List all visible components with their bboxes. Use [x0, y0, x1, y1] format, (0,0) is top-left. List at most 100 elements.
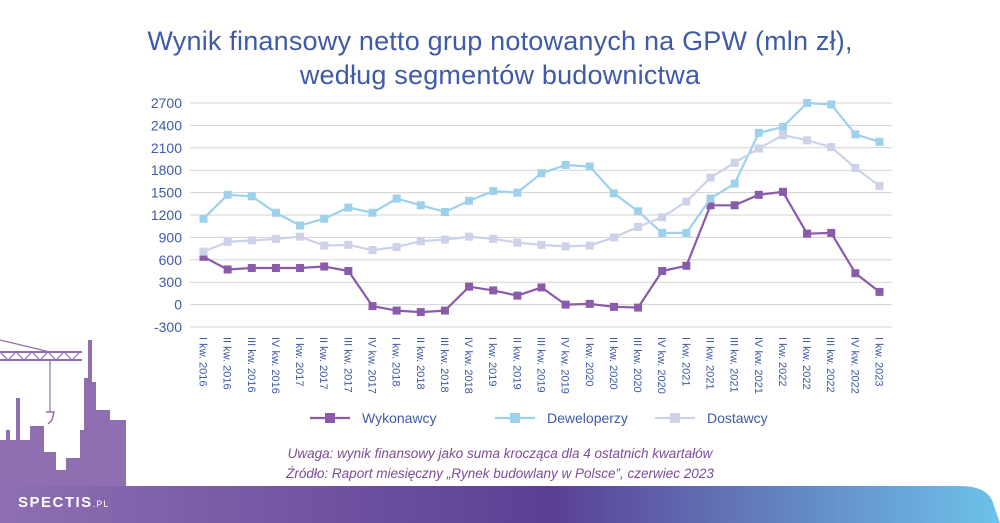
data-point: [561, 300, 570, 309]
data-point: [440, 208, 449, 217]
data-point: [416, 201, 425, 210]
data-point: [851, 130, 860, 139]
x-tick-label: II kw. 2022: [800, 337, 812, 390]
legend-marker: [510, 413, 520, 423]
data-point: [489, 234, 498, 243]
x-tick-label: I kw. 2019: [486, 337, 498, 387]
data-point: [803, 229, 812, 238]
data-point: [320, 214, 329, 223]
data-point: [875, 287, 884, 296]
data-point: [416, 308, 425, 317]
data-point: [609, 233, 618, 242]
data-point: [199, 252, 208, 261]
skyline-icon: [0, 340, 150, 523]
x-tick-label: II kw. 2016: [221, 337, 233, 390]
x-tick-label: I kw. 2020: [583, 337, 595, 387]
data-point: [778, 131, 787, 140]
data-point: [296, 232, 305, 241]
data-point: [851, 269, 860, 278]
y-tick-label: 0: [174, 297, 182, 313]
series-deweloperzy: [199, 99, 884, 237]
data-point: [320, 262, 329, 271]
data-point: [223, 237, 232, 246]
chart-note: Uwaga: wynik finansowy jako suma krocząc…: [287, 446, 713, 461]
crane-icon: [0, 339, 82, 425]
data-point: [368, 208, 377, 217]
brand-name: SPECTIS: [18, 494, 93, 511]
x-tick-label: II kw. 2017: [317, 337, 329, 390]
data-point: [223, 265, 232, 274]
data-point: [271, 234, 280, 243]
x-tick-label: IV kw. 2017: [366, 337, 378, 394]
x-tick-label: IV kw. 2022: [848, 337, 860, 394]
legend-label: Dostawcy: [707, 410, 768, 426]
data-point: [320, 241, 329, 250]
data-point: [609, 302, 618, 311]
x-tick-label: III kw. 2020: [631, 337, 643, 393]
data-point: [247, 264, 256, 273]
skyline-illustration: [0, 339, 150, 523]
legend-label: Wykonawcy: [362, 410, 437, 426]
data-point: [223, 190, 232, 199]
data-point: [440, 306, 449, 315]
y-axis-ticks: -300 0 300 600 900 1200 1500 1800 2100 2400 2700: [151, 95, 182, 335]
legend-label: Deweloperzy: [547, 410, 628, 426]
x-tick-label: IV kw. 2020: [655, 337, 667, 394]
data-point: [392, 194, 401, 203]
data-point: [489, 187, 498, 196]
data-point: [513, 291, 522, 300]
data-point: [561, 242, 570, 251]
data-point: [682, 261, 691, 270]
y-tick-label: 1800: [151, 162, 182, 178]
data-point: [368, 302, 377, 311]
data-point: [754, 190, 763, 199]
data-point: [416, 237, 425, 246]
y-tick-label: 1200: [151, 207, 182, 223]
y-tick-label: 900: [159, 229, 183, 245]
data-point: [392, 306, 401, 315]
x-tick-label: III kw. 2021: [728, 337, 740, 393]
x-tick-label: II kw. 2021: [704, 337, 716, 390]
data-point: [803, 136, 812, 145]
data-point: [368, 246, 377, 255]
data-point: [634, 207, 643, 216]
data-point: [247, 236, 256, 245]
data-point: [440, 235, 449, 244]
x-tick-label: III kw. 2016: [245, 337, 257, 393]
data-point: [658, 267, 667, 275]
data-point: [489, 286, 498, 295]
data-point: [827, 228, 836, 237]
data-point: [827, 100, 836, 109]
data-point: [513, 188, 522, 197]
x-tick-label: I kw. 2016: [197, 337, 209, 387]
x-tick-label: IV kw. 2019: [559, 337, 571, 394]
data-point: [875, 181, 884, 190]
data-point: [537, 283, 546, 292]
data-point: [199, 214, 208, 223]
x-tick-label: III kw. 2017: [341, 337, 353, 393]
series-line: [202, 190, 881, 314]
data-point: [465, 232, 474, 241]
data-point: [585, 299, 594, 308]
x-tick-label: III kw. 2018: [438, 337, 450, 393]
data-point: [778, 187, 787, 196]
data-point: [730, 179, 739, 188]
legend-marker: [670, 413, 680, 423]
data-point: [296, 264, 305, 273]
data-point: [465, 196, 474, 205]
series-wykonawcy: [199, 187, 884, 317]
data-point: [247, 192, 256, 201]
data-point: [344, 240, 353, 249]
chart-legend: Wykonawcy Deweloperzy Dostawcy: [310, 410, 768, 426]
data-point: [537, 169, 546, 178]
data-point: [827, 143, 836, 152]
data-point: [730, 201, 739, 210]
chart-title-line-2: według segmentów budownictwa: [299, 60, 701, 90]
y-tick-label: 2700: [151, 95, 182, 111]
y-tick-label: -300: [154, 319, 182, 335]
data-point: [754, 144, 763, 153]
y-tick-label: 1500: [151, 185, 182, 201]
x-tick-label: II kw. 2020: [607, 337, 619, 390]
x-tick-label: II kw. 2018: [414, 337, 426, 390]
